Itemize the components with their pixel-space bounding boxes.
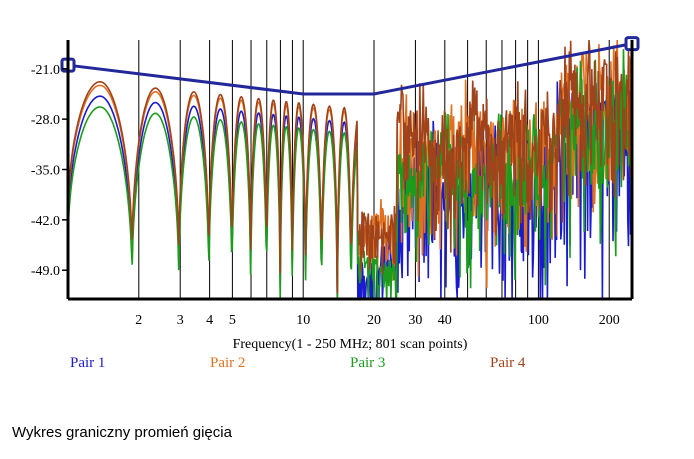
- legend-pair-4: Pair 4: [490, 355, 526, 371]
- x-tick-label: 4: [206, 313, 213, 328]
- y-tick-label: -28.0: [31, 113, 60, 128]
- y-tick-label: -21.0: [31, 63, 60, 78]
- y-tick-label: -49.0: [31, 264, 60, 279]
- caption: Wykres graniczny promień gięcia: [12, 424, 232, 441]
- series-line-4: [67, 39, 633, 294]
- x-axis-label: Frequency(1 - 250 MHz; 801 scan points): [232, 337, 468, 352]
- limit-line-path: [67, 42, 633, 96]
- limit-line: [60, 36, 640, 96]
- series-lines: [67, 39, 633, 301]
- x-tick-label: 3: [177, 313, 184, 328]
- legend-pair-2: Pair 2: [210, 355, 246, 371]
- y-tick-label: -42.0: [31, 214, 60, 229]
- x-tick-label: 2: [135, 313, 142, 328]
- x-tick-label: 10: [296, 313, 310, 328]
- tick-labels: -21.0 -28.0 -35.0 -42.0 -49.0 2 3 4 5 10 20 30 40 100…: [31, 63, 620, 328]
- y-tick-label: -35.0: [31, 164, 60, 179]
- x-tick-label: 40: [438, 313, 452, 328]
- legend-pair-3: Pair 3: [350, 355, 386, 371]
- x-tick-label: 200: [599, 313, 620, 328]
- x-tick-label: 30: [408, 313, 422, 328]
- x-tick-label: 100: [528, 313, 549, 328]
- x-tick-label: 20: [367, 313, 381, 328]
- x-tick-label: 5: [229, 313, 236, 328]
- legend-pair-1: Pair 1: [70, 355, 106, 371]
